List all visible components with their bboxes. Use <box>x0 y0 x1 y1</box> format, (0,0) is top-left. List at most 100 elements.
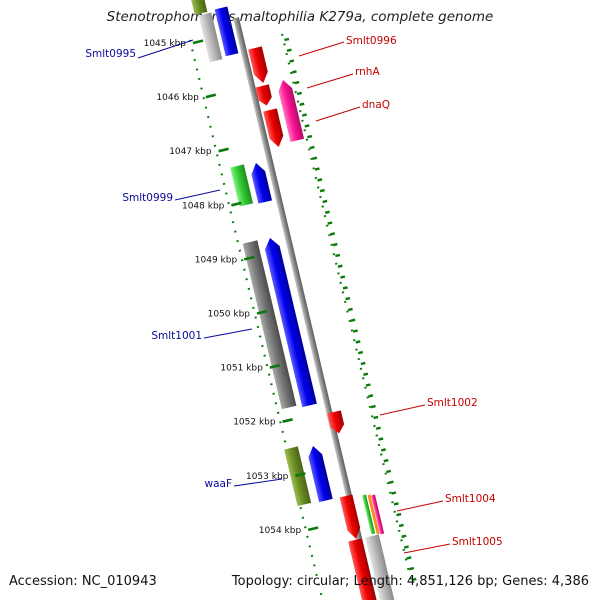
minor-tick <box>307 134 313 139</box>
minor-tick <box>378 437 384 441</box>
svg-text:1045 kbp: 1045 kbp <box>144 39 187 49</box>
minor-tick <box>373 415 379 420</box>
minor-tick <box>319 188 325 193</box>
minor-tick <box>327 221 333 225</box>
gene-dnaQ <box>263 108 284 147</box>
gene-smlt1001-gray <box>242 240 297 410</box>
svg-text:1049 kbp: 1049 kbp <box>195 255 238 265</box>
gene-smlt1005-red <box>348 538 378 600</box>
gene-smlt0999 <box>251 163 273 204</box>
minor-tick <box>345 296 351 301</box>
kbp-label-1049: 1049 kbp <box>195 255 255 265</box>
gene-smlt1004-mag <box>371 494 385 535</box>
kbp-label-1045: 1045 kbp <box>144 39 204 49</box>
gene-rnhA <box>255 84 272 106</box>
minor-tick <box>294 80 300 85</box>
minor-tick <box>296 91 302 96</box>
minor-tick <box>380 448 387 452</box>
minor-tick <box>309 145 315 150</box>
svg-text:Smlt1002: Smlt1002 <box>427 397 478 409</box>
gene-smlt1002 <box>327 410 345 434</box>
minor-tick <box>332 242 338 247</box>
minor-tick <box>375 426 381 430</box>
minor-tick <box>398 523 404 528</box>
gene-smlt0995-olive <box>189 0 208 15</box>
gene-label-smlt1001: Smlt1001 <box>151 328 253 342</box>
svg-text:dnaQ: dnaQ <box>362 99 390 111</box>
gene-label-smlt0995: Smlt0995 <box>85 39 194 60</box>
minor-tick <box>289 59 295 63</box>
gene-label-waaf: waaF <box>205 478 283 490</box>
kbp-label-1050: 1050 kbp <box>208 310 268 320</box>
gene-label-smlt1002: Smlt1002 <box>379 397 478 416</box>
gene-dnaQ-mag <box>278 80 305 142</box>
kbp-label-1051: 1051 kbp <box>220 364 281 374</box>
minor-tick <box>368 394 374 398</box>
minor-tick <box>383 458 389 463</box>
gene-features <box>189 0 395 600</box>
minor-tick <box>391 491 397 495</box>
svg-text:1051 kbp: 1051 kbp <box>220 364 263 374</box>
gene-smlt1005-gray <box>365 534 395 600</box>
gene-smlt1004-orange <box>367 494 380 535</box>
gene-waaF <box>308 446 333 503</box>
gene-smlt0996 <box>248 46 268 84</box>
minor-tick <box>291 70 297 74</box>
minor-tick <box>312 156 318 160</box>
kbp-label-1046: 1046 kbp <box>156 93 217 103</box>
track-boundaries <box>188 33 414 599</box>
svg-text:Smlt1001: Smlt1001 <box>151 330 202 342</box>
gene-label-smlt1005: Smlt1005 <box>403 536 503 554</box>
gene-labels: Smlt0995 Smlt0996 rnhA dnaQ Smlt0999 Smlt1001… <box>85 35 503 554</box>
minor-tick <box>363 372 369 376</box>
gene-label-rnha: rnhA <box>306 66 380 89</box>
gene-smlt1001 <box>265 238 317 408</box>
gene-label-smlt0996: Smlt0996 <box>298 35 397 57</box>
svg-text:1046 kbp: 1046 kbp <box>156 93 199 103</box>
minor-tick <box>286 48 292 52</box>
minor-tick <box>329 232 336 236</box>
minor-tick <box>401 534 407 538</box>
genome-backbone <box>233 17 377 600</box>
minor-tick <box>337 264 343 268</box>
minor-tick <box>360 361 366 366</box>
svg-text:Smlt0996: Smlt0996 <box>346 35 397 47</box>
minor-tick <box>393 502 399 506</box>
minor-tick <box>403 545 409 549</box>
minor-tick <box>322 199 328 204</box>
gene-smlt0995 <box>214 6 239 57</box>
minor-tick <box>411 577 417 582</box>
kbp-label-1054: 1054 kbp <box>259 526 319 536</box>
minor-tick <box>347 307 353 312</box>
minor-tick <box>370 404 376 409</box>
minor-tick <box>299 102 305 106</box>
kbp-label-1053: 1053 kbp <box>246 472 306 482</box>
genome-summary-text: Topology: circular; Length: 4,851,126 bp… <box>231 574 589 589</box>
svg-text:Smlt1004: Smlt1004 <box>445 493 496 505</box>
gene-label-dnaq: dnaQ <box>315 99 390 122</box>
svg-text:1054 kbp: 1054 kbp <box>259 526 302 536</box>
gene-smlt1004-red <box>339 494 361 539</box>
minor-tick <box>365 383 371 387</box>
minor-tick <box>396 512 402 517</box>
kbp-label-1047: 1047 kbp <box>169 147 229 157</box>
accession-text: Accession: NC_010943 <box>9 574 157 589</box>
svg-text:1052 kbp: 1052 kbp <box>233 418 276 428</box>
gene-label-smlt0999: Smlt0999 <box>122 189 221 204</box>
gene-smlt0995-gray <box>198 12 223 63</box>
svg-text:1048 kbp: 1048 kbp <box>182 201 225 211</box>
minor-tick <box>352 329 358 333</box>
svg-text:Smlt1005: Smlt1005 <box>452 536 503 548</box>
svg-text:rnhA: rnhA <box>355 66 380 78</box>
gene-smlt1004-green <box>362 494 376 535</box>
track-boundary-right <box>280 33 414 586</box>
minor-tick <box>284 37 290 42</box>
gene-smlt0999-green <box>230 164 254 207</box>
minor-tick <box>304 124 310 128</box>
minor-tick <box>388 480 394 484</box>
minor-tick <box>350 318 356 322</box>
minor-tick <box>335 253 341 258</box>
gene-label-smlt1004: Smlt1004 <box>396 493 496 512</box>
minor-tick <box>355 340 361 344</box>
